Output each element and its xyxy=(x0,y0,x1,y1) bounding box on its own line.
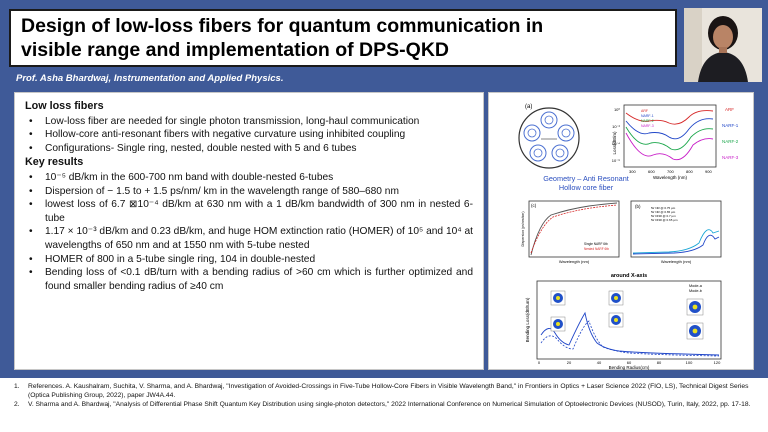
bending-chart-ylabel: Bending Loss(dB/turn) xyxy=(525,297,530,342)
mode-chart-xlabel: Wavelength (nm) xyxy=(661,259,692,264)
bending-xtick: 0 xyxy=(538,360,541,365)
dispersion-chart-label: (c) xyxy=(531,203,537,208)
list-item: Dispersion of − 1.5 to + 1.5 ps/nm/ km i… xyxy=(25,185,473,199)
list-item: Hollow-core anti-resonant fibers with ne… xyxy=(25,128,473,142)
mode-profile-inset xyxy=(608,290,624,306)
loss-chart-xtick: 800 xyxy=(686,169,693,174)
mode-series-1 xyxy=(632,229,720,254)
key-results-list: 10⁻⁵ dB/km in the 600-700 nm band with d… xyxy=(25,171,473,293)
mode-legend-entry: 5tr DNR @ 0.7 µm xyxy=(651,214,676,218)
bending-xtick: 100 xyxy=(686,360,693,365)
mode-chart: (b) 5tr NR @ 0.75 µm 5tr NR @ 0.65 µm 5t… xyxy=(630,200,722,264)
reference-item: 1. References. A. Kaushalram, Suchita, V… xyxy=(14,382,754,400)
loss-chart-xtick: 600 xyxy=(648,169,655,174)
dispersion-chart-ylabel: Dispersion (ps/nm/km) xyxy=(521,211,525,246)
bending-series-mode-b xyxy=(540,320,720,357)
reference-number: 1. xyxy=(14,383,20,390)
dispersion-legend-entry: Single NARF 6tb xyxy=(584,242,608,246)
loss-series-narf1 xyxy=(625,118,714,140)
bending-chart-title: around X-axis xyxy=(611,273,647,279)
key-results-heading: Key results xyxy=(25,156,84,169)
loss-side-label: NARF-2 xyxy=(722,139,739,144)
reference-text: References. A. Kaushalram, Suchita, V. S… xyxy=(28,383,749,399)
loss-series-narf3 xyxy=(625,132,714,161)
loss-side-label: ARF xyxy=(725,107,734,112)
loss-side-label: NARF-1 xyxy=(722,123,739,128)
list-item: lowest loss of 6.7 ⊠10⁻⁴ dB/km at 630 nm… xyxy=(25,198,473,225)
loss-legend-entry: NARF-1 xyxy=(641,114,654,118)
bending-xtick: 60 xyxy=(627,360,632,365)
mode-profile-inset xyxy=(686,298,704,316)
title-line-1: Design of low-loss fibers for quantum co… xyxy=(21,15,544,37)
references: 1. References. A. Kaushalram, Suchita, V… xyxy=(0,378,768,432)
bending-legend-entry: Mode-b xyxy=(689,289,702,293)
mode-profile-inset xyxy=(608,312,624,328)
mode-legend-entry: 5tr NR @ 0.65 µm xyxy=(651,210,676,214)
list-item: Bending loss of <0.1 dB/turn with a bend… xyxy=(25,266,473,293)
bending-series-mode-a xyxy=(540,311,720,356)
reference-number: 2. xyxy=(14,401,20,408)
figures-panel: (a) Loss(dB/m) 10⁰ 10⁻² 10⁻⁴ 10⁻⁶ 300 60… xyxy=(488,92,754,370)
bending-xtick: 120 xyxy=(714,360,721,365)
bending-xtick: 20 xyxy=(567,360,572,365)
list-item: HOMER of 800 in a 5-tube single ring, 10… xyxy=(25,253,473,267)
loss-chart-xlabel: Wavelength (nm) xyxy=(653,175,688,180)
bending-loss-chart: around X-axis Bending Loss(dB/turn) Mode… xyxy=(525,273,722,370)
list-item: 10⁻⁵ dB/km in the 600-700 nm band with d… xyxy=(25,171,473,185)
geometry-label: (a) xyxy=(525,104,532,110)
list-item: 1.17 × 10⁻³ dB/km and 0.23 dB/km, and hu… xyxy=(25,225,473,252)
poster-title: Design of low-loss fibers for quantum co… xyxy=(9,9,677,67)
mode-profile-inset xyxy=(550,316,566,332)
mode-profile-inset xyxy=(550,290,566,306)
loss-chart-ytick: 10⁻² xyxy=(612,124,621,129)
loss-legend-entry: NARF-3 xyxy=(641,124,654,128)
reference-item: 2. V. Sharma and A. Bhardwaj, "Analysis … xyxy=(14,400,754,409)
dispersion-series-nested xyxy=(530,204,618,254)
mode-series-2 xyxy=(632,234,720,255)
bending-chart-xlabel: Bending Radius(cm) xyxy=(609,365,650,370)
loss-chart-ylabel: Loss(dB/m) xyxy=(612,131,617,155)
author-line: Prof. Asha Bhardwaj, Instrumentation and… xyxy=(16,73,284,84)
loss-side-label: NARF-3 xyxy=(722,155,739,160)
loss-chart-ytick: 10⁰ xyxy=(614,107,620,112)
loss-chart: Loss(dB/m) 10⁰ 10⁻² 10⁻⁴ 10⁻⁶ 300 600 70… xyxy=(612,104,739,180)
mode-legend-entry: 5tr NR @ 0.75 µm xyxy=(651,206,676,210)
author-photo xyxy=(684,8,762,82)
list-item: Low-loss fiber are needed for single pho… xyxy=(25,115,473,129)
loss-chart-ytick: 10⁻⁴ xyxy=(612,141,621,146)
fiber-geometry-diagram xyxy=(518,107,580,169)
geometry-caption: Geometry – Anti Resonant Hollow core fib… xyxy=(543,174,629,192)
loss-legend-entry: NARF-2 xyxy=(641,119,654,123)
dispersion-legend-entry: Nested NARF 6tb xyxy=(584,247,609,251)
mode-chart-label: (b) xyxy=(635,204,641,209)
mode-profile-inset xyxy=(686,322,704,340)
bending-xtick: 80 xyxy=(657,360,662,365)
loss-chart-xtick: 700 xyxy=(667,169,674,174)
bending-legend-entry: Mode-a xyxy=(689,284,703,288)
list-item: Configurations- Single ring, nested, dou… xyxy=(25,142,473,156)
dispersion-chart-xlabel: Wavelength (nm) xyxy=(559,259,590,264)
low-loss-list: Low-loss fiber are needed for single pho… xyxy=(25,115,473,156)
dispersion-series-single xyxy=(530,202,618,256)
results-panel: Low loss fibers Low-loss fiber are neede… xyxy=(14,92,484,370)
figures-svg: (a) Loss(dB/m) 10⁰ 10⁻² 10⁻⁴ 10⁻⁶ 300 60… xyxy=(518,104,739,370)
low-loss-heading: Low loss fibers xyxy=(25,100,104,112)
dispersion-chart: (c) Dispersion (ps/nm/km) Single NARF 6t… xyxy=(521,200,620,264)
loss-legend-entry: ARF xyxy=(641,109,648,113)
bending-xtick: 40 xyxy=(597,360,602,365)
loss-series-arf xyxy=(625,110,714,125)
loss-series-narf2 xyxy=(625,126,714,151)
title-line-2: visible range and implementation of DPS-… xyxy=(21,39,449,61)
loss-chart-ytick: 10⁻⁶ xyxy=(612,158,621,163)
loss-chart-xtick: 900 xyxy=(705,169,712,174)
mode-legend-entry: 5tr DNR @ 0.65 µm xyxy=(651,218,678,222)
loss-chart-xtick: 300 xyxy=(629,169,636,174)
reference-text: V. Sharma and A. Bhardwaj, "Analysis of … xyxy=(28,401,751,408)
